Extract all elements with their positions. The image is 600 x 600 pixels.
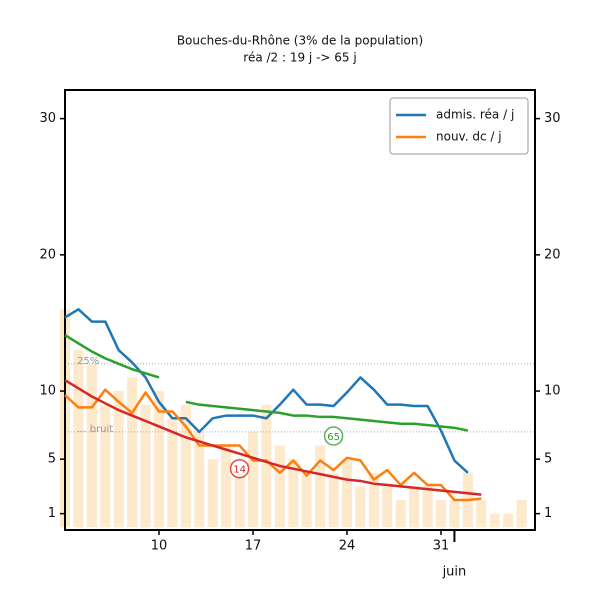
bar	[489, 513, 500, 528]
annotation-badge	[323, 426, 344, 446]
bar	[409, 486, 420, 528]
reference-label: ... bruit	[77, 424, 113, 435]
bar	[113, 391, 124, 528]
y2-tick-label: 1	[544, 506, 552, 521]
bar	[140, 404, 151, 528]
annotation-badge	[229, 458, 250, 479]
x-tick-label: 10	[151, 539, 168, 554]
x-tick-label: 31	[433, 539, 450, 554]
y-tick-label: 20	[39, 247, 56, 262]
bar	[315, 445, 326, 528]
bar	[167, 418, 178, 528]
legend-box	[389, 97, 529, 155]
series-line	[64, 308, 469, 474]
chart-subtitle: réa /2 : 19 j -> 65 j	[243, 51, 356, 65]
y-tick-label: 30	[39, 111, 56, 126]
y-tick-label: 1	[48, 506, 56, 521]
bar	[516, 500, 527, 528]
x-tick-label: 17	[245, 539, 262, 554]
y2-tick-label: 10	[544, 384, 561, 399]
bar	[476, 500, 487, 528]
bar	[248, 431, 258, 528]
bar	[274, 445, 285, 528]
reference-label: 25%	[77, 356, 99, 367]
bar	[301, 472, 312, 528]
y2-tick-label: 20	[544, 247, 561, 262]
series-line	[64, 334, 469, 432]
bar	[261, 404, 272, 528]
y-tick-label: 5	[48, 452, 56, 467]
x-tick-label: 24	[339, 539, 356, 554]
bar	[449, 500, 460, 528]
plot-frame	[64, 89, 536, 531]
month-label: juin	[442, 565, 467, 580]
bar	[100, 404, 111, 528]
bar	[180, 404, 191, 528]
bar	[355, 486, 366, 528]
annotation-label: 65	[327, 432, 340, 443]
bar	[395, 500, 406, 528]
bar	[234, 472, 245, 528]
bar	[422, 486, 433, 528]
chart-title: Bouches-du-Rhône (3% de la population)	[177, 34, 423, 48]
bar	[342, 459, 352, 528]
y2-tick-label: 5	[544, 452, 552, 467]
bar	[86, 363, 97, 528]
bar	[207, 459, 218, 528]
series-line	[64, 388, 482, 502]
annotation-label: 14	[233, 465, 246, 476]
bar	[221, 445, 232, 528]
bar	[382, 486, 393, 528]
legend-label: admis. réa / j	[436, 108, 514, 122]
bar	[368, 472, 379, 528]
bar	[436, 500, 446, 528]
y2-tick-label: 30	[544, 111, 561, 126]
legend-label: nouv. dc / j	[436, 130, 502, 144]
bar	[73, 350, 84, 528]
bar	[127, 377, 138, 528]
bar	[328, 472, 339, 528]
bar	[194, 431, 205, 528]
series-line	[64, 379, 482, 496]
y-tick-label: 10	[39, 384, 56, 399]
bar	[154, 391, 164, 528]
bar	[288, 459, 299, 528]
bar	[503, 513, 514, 528]
